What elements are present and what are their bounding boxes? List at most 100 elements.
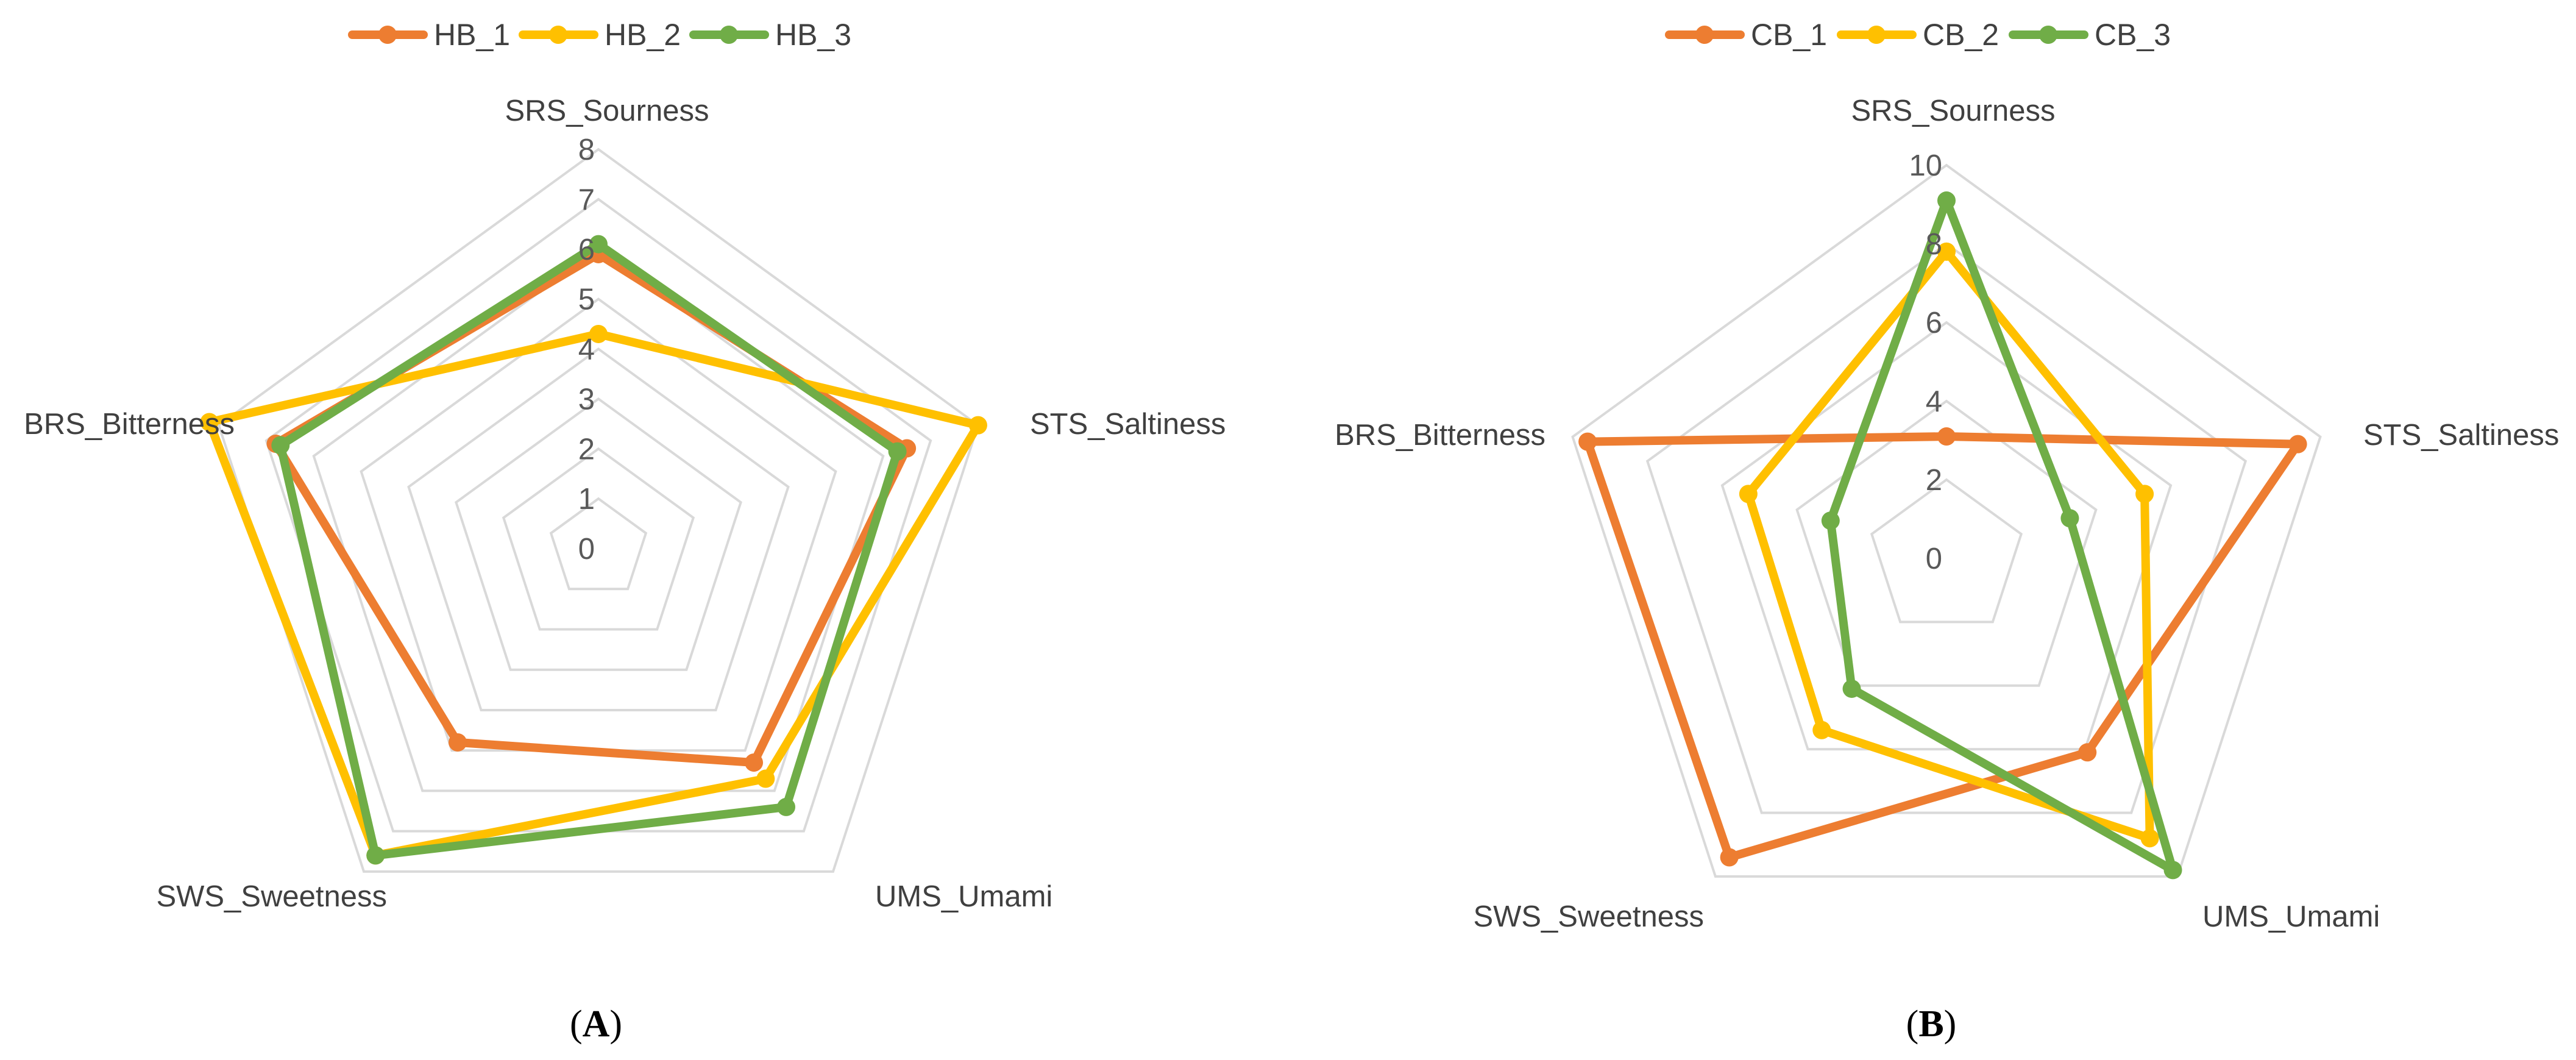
tick-label-a-4: 4 <box>578 333 595 366</box>
data-point-a-0-2 <box>745 753 764 772</box>
series-line-b-1 <box>1744 247 2154 843</box>
legend-item-a-2: HB_3 <box>689 18 851 52</box>
data-point-b-2-4 <box>1821 511 1840 530</box>
data-point-b-1-3 <box>1812 720 1831 739</box>
gridline-a-7 <box>264 197 932 833</box>
data-point-b-1-2 <box>2140 829 2159 848</box>
data-point-b-2-1 <box>2060 509 2079 528</box>
legend-item-b-1: CB_2 <box>1837 18 1999 52</box>
axis-label-sourness-b: SRS_Sourness <box>1851 94 2055 127</box>
radar-chart-b: CB_1 CB_2 CB_3 0 2 4 6 8 10 SRS_Sourne <box>1335 18 2559 1045</box>
legend-item-a-0: HB_1 <box>348 18 510 52</box>
series-line-a-1 <box>205 329 982 860</box>
data-point-b-0-2 <box>2078 743 2097 762</box>
data-point-b-1-4 <box>1739 485 1758 503</box>
gridline-a-1 <box>549 497 648 591</box>
gridline-a-8 <box>217 148 980 873</box>
axis-label-saltiness-b: STS_Saltiness <box>2363 419 2559 452</box>
data-point-a-0-3 <box>449 733 467 752</box>
tick-labels-a: 0 1 2 3 4 5 6 7 8 <box>578 133 595 566</box>
legend-label-a-2: HB_3 <box>775 18 851 52</box>
legend-marker-b-0 <box>1695 26 1714 44</box>
legend-marker-a-0 <box>378 26 397 44</box>
panel-label-a-letter: A <box>583 1003 610 1045</box>
data-point-b-2-0 <box>1937 191 1956 210</box>
tick-label-b-3: 6 <box>1926 307 1942 340</box>
legend-label-a-1: HB_2 <box>605 18 681 52</box>
legend-marker-b-2 <box>2039 26 2057 44</box>
axis-label-sweetness-a: SWS_Sweetness <box>156 880 387 913</box>
legend-a: HB_1 HB_2 HB_3 <box>348 18 851 52</box>
tick-label-a-7: 7 <box>578 183 595 216</box>
tick-label-a-3: 3 <box>578 383 595 416</box>
legend-label-b-2: CB_3 <box>2095 18 2171 52</box>
axis-label-bitterness-a: BRS_Bitterness <box>24 408 235 441</box>
data-point-a-2-2 <box>776 797 795 816</box>
axis-label-umami-b: UMS_Umami <box>2202 900 2380 933</box>
data-point-a-1-1 <box>968 416 987 435</box>
data-point-b-2-2 <box>2163 861 2182 880</box>
axis-labels-b: SRS_Sourness STS_Saltiness UMS_Umami SWS… <box>1335 94 2559 933</box>
legend-item-b-0: CB_1 <box>1665 18 1827 52</box>
axis-label-bitterness-b: BRS_Bitterness <box>1335 419 1545 452</box>
tick-labels-b: 0 2 4 6 8 10 <box>1909 149 1942 575</box>
data-point-a-2-0 <box>589 235 608 254</box>
gridline-a-2 <box>502 447 695 631</box>
series-line-a-2 <box>276 240 902 860</box>
panel-label-b-letter: B <box>1918 1003 1943 1045</box>
axis-labels-a: SRS_Sourness STS_Saltiness UMS_Umami SWS… <box>24 94 1226 913</box>
tick-label-a-5: 5 <box>578 283 595 316</box>
data-point-a-2-3 <box>366 846 385 865</box>
data-point-b-0-0 <box>1937 427 1956 446</box>
tick-label-a-1: 1 <box>578 483 595 516</box>
series-line-b-2 <box>1826 196 2177 875</box>
axis-label-umami-a: UMS_Umami <box>875 880 1052 913</box>
series-line-b-0 <box>1583 432 2302 862</box>
data-point-a-2-4 <box>271 436 290 455</box>
axis-label-saltiness-a: STS_Saltiness <box>1030 408 1226 441</box>
radar-series-b <box>1578 191 2307 880</box>
legend-label-a-0: HB_1 <box>434 18 510 52</box>
gridline-a-6 <box>312 247 885 792</box>
tick-label-b-5: 10 <box>1909 149 1942 182</box>
gridline-a-3 <box>455 397 742 671</box>
tick-label-a-2: 2 <box>578 433 595 466</box>
axis-label-sweetness-b: SWS_Sweetness <box>1473 900 1704 933</box>
legend-label-b-1: CB_2 <box>1923 18 1999 52</box>
data-point-a-2-1 <box>888 442 907 461</box>
gridline-b-2 <box>1795 399 2098 687</box>
legend-marker-a-1 <box>549 26 567 44</box>
data-point-b-1-1 <box>2135 485 2154 503</box>
legend-marker-a-2 <box>720 26 738 44</box>
axis-label-sourness-a: SRS_Sourness <box>505 94 709 127</box>
legend-item-b-2: CB_3 <box>2009 18 2171 52</box>
legend-marker-b-1 <box>1867 26 1886 44</box>
gridline-b-3 <box>1720 321 2173 751</box>
tick-label-b-0: 0 <box>1926 542 1942 575</box>
gridline-b-4 <box>1645 242 2248 814</box>
tick-label-b-4: 8 <box>1926 228 1942 261</box>
data-point-a-1-4 <box>200 413 219 432</box>
radar-series-a <box>200 235 987 865</box>
data-point-b-0-1 <box>2288 435 2307 454</box>
legend-b: CB_1 CB_2 CB_3 <box>1665 18 2171 52</box>
gridline-a-5 <box>360 297 837 752</box>
gridline-a-4 <box>407 347 790 711</box>
radar-grid-b <box>1571 163 2322 878</box>
gridline-b-5 <box>1571 163 2322 878</box>
legend-label-b-0: CB_1 <box>1751 18 1827 52</box>
radar-chart-a: HB_1 HB_2 HB_3 0 1 2 3 4 5 6 7 8 <box>24 18 1226 1045</box>
data-point-a-1-2 <box>756 769 775 788</box>
tick-label-b-1: 2 <box>1926 464 1942 497</box>
data-point-b-0-4 <box>1578 432 1597 451</box>
panel-label-b: (B) <box>1906 1003 1957 1045</box>
tick-label-a-8: 8 <box>578 133 595 166</box>
data-point-b-1-0 <box>1937 242 1956 261</box>
tick-label-b-2: 4 <box>1926 385 1942 418</box>
legend-item-a-1: HB_2 <box>519 18 681 52</box>
data-point-b-2-3 <box>1842 679 1861 698</box>
tick-label-a-0: 0 <box>578 533 595 566</box>
gridline-b-1 <box>1870 478 2023 624</box>
tick-label-a-6: 6 <box>578 233 595 266</box>
